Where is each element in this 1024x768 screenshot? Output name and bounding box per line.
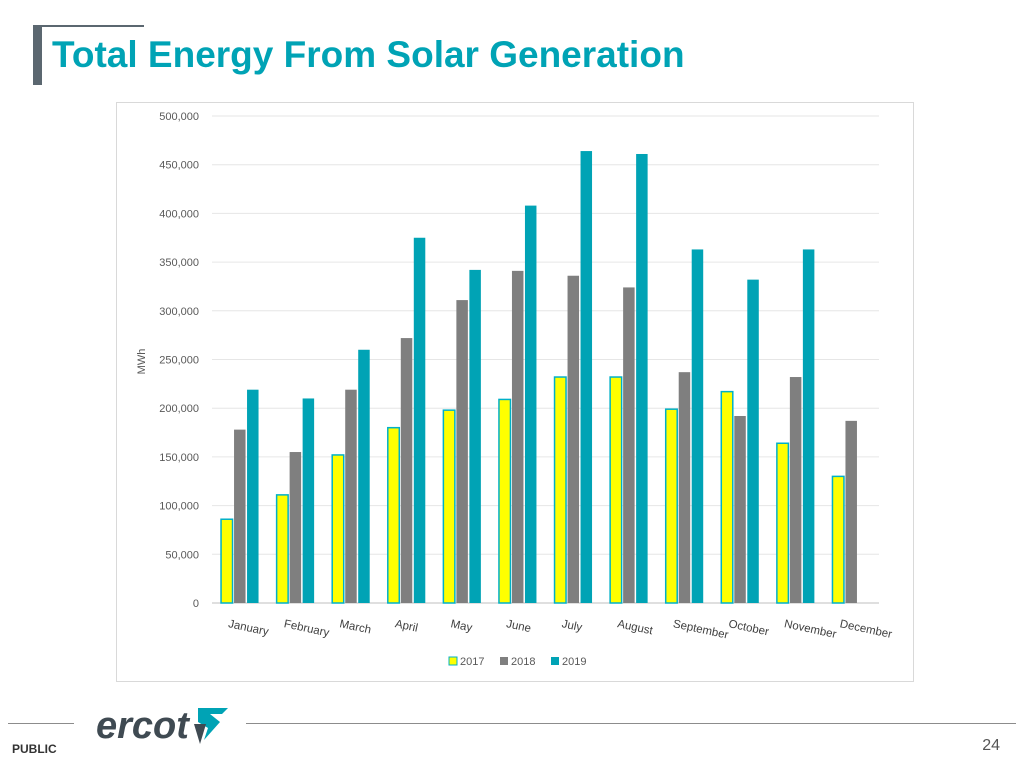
bar-2019-may <box>469 269 481 603</box>
x-tick-label: May <box>450 618 474 634</box>
bar-2018-november <box>789 377 802 603</box>
y-tick-label: 0 <box>193 598 199 610</box>
bar-2018-may <box>456 300 468 603</box>
bar-2018-july <box>567 275 580 603</box>
x-tick-label: March <box>338 618 372 636</box>
bar-2017-july <box>553 376 567 604</box>
footer-divider-right <box>246 723 1016 724</box>
solar-energy-bar-chart: 0 50,000 100,000 150,000 200,000 250,000 300,0… <box>136 111 894 668</box>
logo-text: ercot <box>96 705 190 747</box>
bar-2018-october <box>734 415 746 603</box>
bar-2018-august <box>623 287 635 603</box>
bar-2019-august <box>636 153 648 603</box>
y-tick-label: 400,000 <box>159 208 199 220</box>
bar-2018-march <box>345 389 357 603</box>
x-tick-label: July <box>561 618 584 634</box>
x-tick-label: January <box>227 618 270 638</box>
ercot-logo: ercot <box>96 705 228 747</box>
bar-2017-february <box>275 494 289 604</box>
bar-2017-september <box>664 408 678 604</box>
bar-2019-april <box>413 237 426 603</box>
legend-swatch-2017 <box>448 656 458 666</box>
x-tick-label: April <box>394 618 419 635</box>
x-tick-label: June <box>505 618 532 635</box>
bar-2019-november <box>802 249 815 604</box>
bar-2017-april <box>387 426 401 604</box>
y-axis-label: MWh <box>136 349 148 375</box>
classification-label: PUBLIC <box>12 742 57 756</box>
bar-2018-december <box>845 420 857 603</box>
y-tick-label: 500,000 <box>159 111 199 123</box>
y-tick-label: 50,000 <box>165 549 199 561</box>
footer-divider-left <box>8 723 74 724</box>
bar-2018-january <box>234 429 246 603</box>
legend-label-2018: 2018 <box>511 656 535 668</box>
bar-2019-september <box>691 249 704 604</box>
bar-2019-july <box>580 151 593 603</box>
bar-2017-march <box>331 454 345 604</box>
page-number: 24 <box>982 737 1000 754</box>
bar-2017-may <box>442 409 456 604</box>
legend-label-2019: 2019 <box>562 656 586 668</box>
bar-2017-august <box>609 376 623 604</box>
y-tick-label: 100,000 <box>159 501 199 513</box>
y-tick-label: 450,000 <box>159 160 199 172</box>
lightning-bolt-icon <box>198 708 228 740</box>
y-tick-label: 150,000 <box>159 452 199 464</box>
bar-2018-june <box>511 270 524 603</box>
bar-2017-october <box>720 390 734 604</box>
y-tick-label: 350,000 <box>159 257 199 269</box>
bar-2018-april <box>400 338 413 603</box>
x-tick-label: August <box>616 618 654 637</box>
bar-2019-january <box>247 389 259 603</box>
x-tick-label: October <box>727 618 770 638</box>
legend-label-2017: 2017 <box>460 656 484 668</box>
bar-2019-march <box>358 349 370 603</box>
y-tick-label: 300,000 <box>159 306 199 318</box>
bar-2019-june <box>524 205 537 603</box>
bar-2018-february <box>289 452 302 603</box>
x-tick-label: February <box>283 618 331 639</box>
x-tick-label: November <box>783 618 838 641</box>
bar-2019-october <box>747 279 759 603</box>
y-tick-label: 200,000 <box>159 403 199 415</box>
page-title: Total Energy From Solar Generation <box>52 34 685 75</box>
title-accent-bar <box>33 25 42 85</box>
bar-2017-january <box>220 518 234 604</box>
bar-2017-november <box>776 442 790 604</box>
title-accent-line <box>36 25 144 27</box>
y-tick-label: 250,000 <box>159 355 199 367</box>
bar-2017-june <box>498 398 512 604</box>
bar-2017-december <box>831 475 845 604</box>
legend-swatch-2018 <box>500 657 508 665</box>
chart-frame: 0 50,000 100,000 150,000 200,000 250,000 300,0… <box>116 102 914 682</box>
logo-bolt-accent-icon <box>194 724 206 744</box>
x-tick-label: December <box>839 618 894 641</box>
bar-2019-february <box>302 398 315 603</box>
x-tick-label: September <box>672 618 730 641</box>
legend-swatch-2019 <box>551 657 559 665</box>
bar-2018-september <box>678 372 691 603</box>
